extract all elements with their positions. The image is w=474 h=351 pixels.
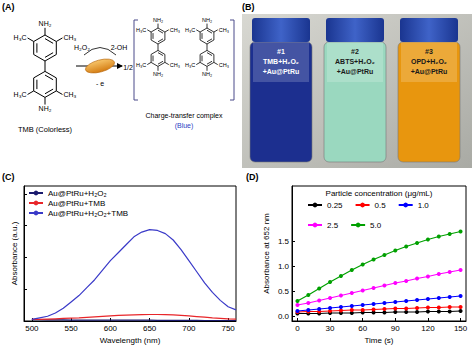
svg-text:H₂O₂: H₂O₂	[74, 44, 90, 51]
svg-text:550: 550	[64, 324, 78, 333]
svg-text:NH₂: NH₂	[39, 105, 52, 112]
svg-text:0.5: 0.5	[278, 287, 290, 296]
svg-text:0: 0	[295, 324, 300, 333]
svg-text:CH₃: CH₃	[170, 27, 180, 33]
svg-text:2-OH: 2-OH	[111, 44, 128, 51]
svg-text:#2: #2	[351, 48, 359, 55]
svg-text:0.0: 0.0	[278, 312, 290, 321]
svg-text:CH₃: CH₃	[170, 62, 180, 68]
svg-text:H₃C: H₃C	[185, 27, 195, 33]
svg-text:1.5: 1.5	[278, 237, 290, 246]
svg-text:CH₃: CH₃	[63, 34, 76, 41]
svg-text:Au@PtRu+H₂O₂: Au@PtRu+H₂O₂	[48, 189, 107, 198]
svg-text:600: 600	[104, 324, 118, 333]
svg-text:90: 90	[391, 324, 400, 333]
svg-text:+Au@PtRu: +Au@PtRu	[263, 68, 300, 75]
svg-text:5.0: 5.0	[370, 221, 382, 230]
svg-text:1.0: 1.0	[418, 201, 430, 210]
svg-text:TMB+H₂O₂: TMB+H₂O₂	[263, 58, 299, 65]
svg-text:Time (s): Time (s)	[364, 336, 393, 345]
svg-text:(B): (B)	[242, 2, 255, 12]
svg-text:NH₂: NH₂	[202, 17, 212, 23]
svg-text:CH₃: CH₃	[219, 27, 229, 33]
svg-text:30: 30	[326, 324, 335, 333]
svg-text:700: 700	[182, 324, 196, 333]
svg-text:Charge-transfer complex: Charge-transfer complex	[145, 112, 223, 120]
svg-text:H₃C: H₃C	[14, 34, 27, 41]
svg-text:Wavelength (nm): Wavelength (nm)	[100, 336, 161, 345]
svg-text:NH₂: NH₂	[153, 17, 163, 23]
svg-text:1/2: 1/2	[123, 64, 133, 71]
svg-text:NH₂: NH₂	[39, 20, 52, 27]
svg-text:H₃C: H₃C	[136, 27, 146, 33]
svg-text:1.0: 1.0	[278, 262, 290, 271]
svg-text:650: 650	[143, 324, 157, 333]
svg-text:500: 500	[25, 324, 39, 333]
svg-text:Particle concentration (μg/mL): Particle concentration (μg/mL)	[326, 189, 433, 198]
svg-text:Au@PtRu+TMB: Au@PtRu+TMB	[48, 199, 105, 208]
svg-text:Absorbance at 652 nm: Absorbance at 652 nm	[262, 213, 271, 294]
svg-text:Absorbance (a.u.): Absorbance (a.u.)	[10, 221, 19, 285]
svg-text:0.25: 0.25	[327, 201, 343, 210]
svg-text:OPD+H₂O₂: OPD+H₂O₂	[411, 58, 447, 65]
svg-text:60: 60	[358, 324, 367, 333]
svg-text:(C): (C)	[2, 172, 15, 182]
svg-text:(A): (A)	[2, 2, 15, 12]
svg-text:0.5: 0.5	[375, 201, 387, 210]
svg-text:H₃C: H₃C	[14, 91, 27, 98]
svg-text:(Blue): (Blue)	[175, 122, 194, 130]
svg-text:NH₂: NH₂	[153, 71, 163, 77]
svg-text:NH₂: NH₂	[202, 71, 212, 77]
svg-text:120: 120	[421, 324, 435, 333]
svg-text:CH₃: CH₃	[219, 62, 229, 68]
svg-text:CH₃: CH₃	[63, 91, 76, 98]
svg-text:+Au@PtRu: +Au@PtRu	[411, 68, 448, 75]
svg-text:750: 750	[221, 324, 235, 333]
svg-text:2.5: 2.5	[327, 221, 339, 230]
svg-text:TMB (Colorless): TMB (Colorless)	[18, 125, 73, 134]
svg-text:150: 150	[454, 324, 468, 333]
svg-text:Au@PtRu+H₂O₂+TMB: Au@PtRu+H₂O₂+TMB	[48, 209, 128, 218]
svg-text:#3: #3	[425, 48, 433, 55]
svg-text:H₃C: H₃C	[136, 62, 146, 68]
svg-text:(D): (D)	[246, 172, 259, 182]
svg-text:H₃C: H₃C	[185, 62, 195, 68]
svg-text:#1: #1	[277, 48, 285, 55]
svg-text:ABTS+H₂O₂: ABTS+H₂O₂	[335, 58, 375, 65]
svg-text:+Au@PtRu: +Au@PtRu	[337, 68, 374, 75]
svg-text:- e: - e	[96, 80, 104, 87]
